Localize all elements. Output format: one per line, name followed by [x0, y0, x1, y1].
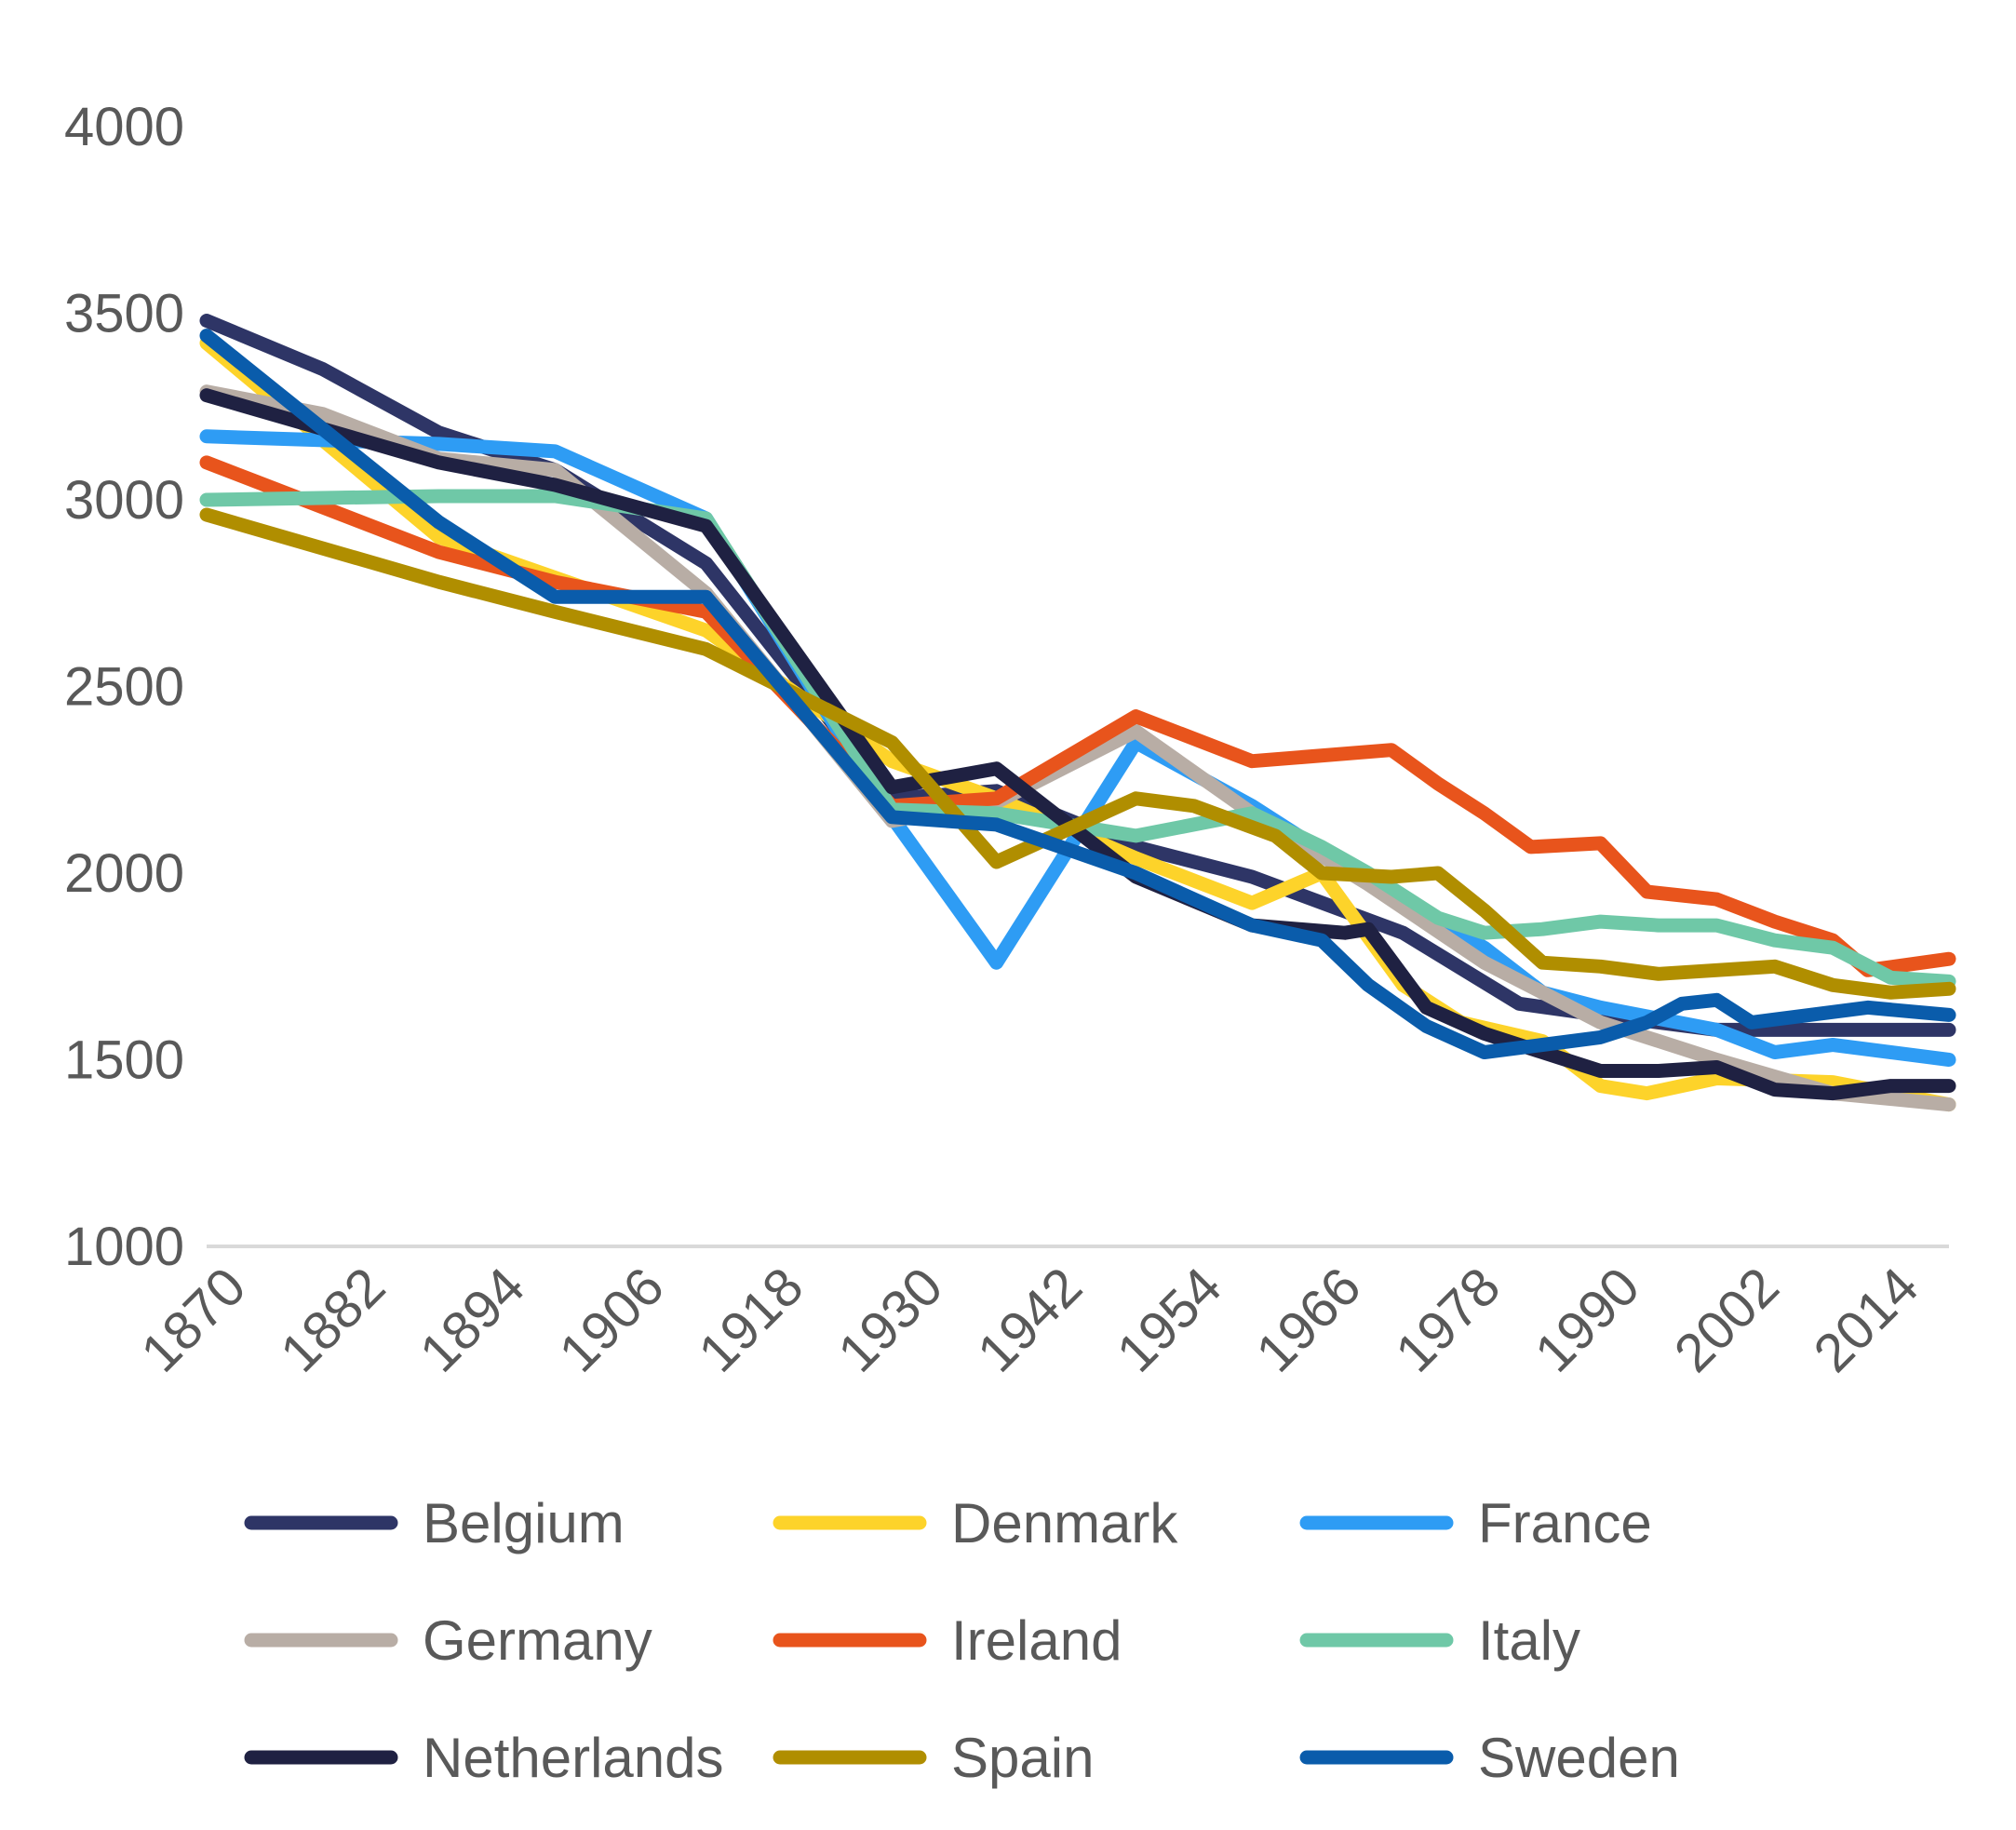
legend-label: Ireland [951, 1609, 1122, 1672]
x-tick-label: 2014 [1802, 1256, 1929, 1383]
y-tick-label: 1500 [64, 1030, 184, 1091]
x-axis-ticks: 1870 1882 1894 1906 1918 1930 1942 1954 1966 1978… [129, 1256, 1929, 1383]
series-line-germany [199, 384, 1956, 1112]
y-tick-label: 2000 [64, 843, 184, 904]
x-tick-label: 1966 [1244, 1256, 1372, 1383]
y-tick-label: 3000 [64, 470, 184, 531]
x-tick-label: 2002 [1663, 1256, 1791, 1383]
y-axis-ticks: 1000 1500 2000 2500 3000 3500 4000 [64, 97, 184, 1277]
legend: Belgium Denmark France Germany Ireland Italy N… [244, 1492, 1680, 1789]
legend-item-denmark: Denmark [773, 1492, 1178, 1554]
legend-item-netherlands: Netherlands [244, 1727, 724, 1789]
legend-label: Netherlands [423, 1727, 724, 1789]
legend-item-france: France [1299, 1492, 1652, 1554]
legend-item-spain: Spain [773, 1727, 1094, 1789]
legend-item-ireland: Ireland [773, 1609, 1122, 1672]
x-tick-label: 1954 [1106, 1256, 1233, 1383]
y-tick-label: 4000 [64, 97, 184, 157]
x-tick-label: 1882 [269, 1256, 396, 1383]
x-tick-label: 1894 [409, 1256, 536, 1383]
legend-item-sweden: Sweden [1299, 1727, 1680, 1789]
legend-item-belgium: Belgium [244, 1492, 625, 1554]
legend-label: Sweden [1478, 1727, 1680, 1789]
y-tick-label: 3500 [64, 284, 184, 344]
series-line-ireland [199, 455, 1956, 977]
legend-label: Italy [1478, 1609, 1580, 1672]
x-tick-label: 1906 [548, 1256, 676, 1383]
y-tick-label: 1000 [64, 1217, 184, 1277]
legend-label: Germany [423, 1609, 652, 1672]
legend-item-germany: Germany [244, 1609, 652, 1672]
series-line-italy [199, 489, 1956, 989]
legend-label: Belgium [423, 1492, 625, 1554]
legend-item-italy: Italy [1299, 1609, 1580, 1672]
series-line-sweden [199, 329, 1956, 1059]
y-tick-label: 2500 [64, 657, 184, 718]
legend-label: Denmark [951, 1492, 1178, 1554]
x-tick-label: 1942 [966, 1256, 1094, 1383]
x-tick-label: 1990 [1524, 1256, 1651, 1383]
x-tick-label: 1930 [827, 1256, 954, 1383]
x-tick-label: 1978 [1384, 1256, 1512, 1383]
legend-label: Spain [951, 1727, 1094, 1789]
series-line-netherlands [199, 388, 1956, 1101]
legend-label: France [1478, 1492, 1652, 1554]
x-tick-label: 1918 [687, 1256, 814, 1383]
series-lines [199, 314, 1956, 1112]
